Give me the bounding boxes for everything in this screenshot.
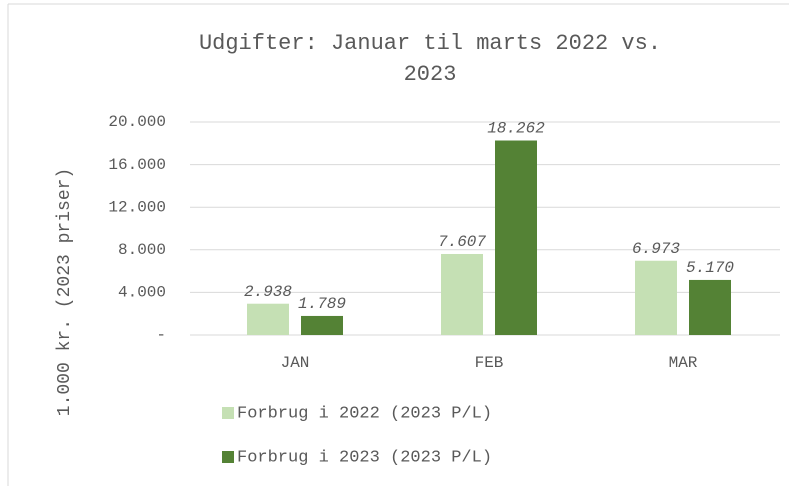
legend-swatch — [222, 451, 234, 463]
y-tick-label: 20.000 — [108, 113, 166, 131]
y-tick-label: 4.000 — [118, 284, 166, 302]
legend-swatch — [222, 407, 234, 419]
x-tick-label: FEB — [475, 354, 504, 372]
bar — [635, 260, 677, 335]
data-label: 5.170 — [686, 259, 734, 277]
data-label: 18.262 — [487, 120, 545, 138]
x-tick-label: MAR — [669, 354, 698, 372]
legend-label: Forbrug i 2022 (2023 P/L) — [237, 404, 492, 423]
bar — [441, 253, 483, 335]
x-tick-label: JAN — [281, 354, 310, 372]
y-tick-label: 16.000 — [108, 156, 166, 174]
data-label: 2.938 — [244, 283, 292, 301]
data-label: 6.973 — [632, 240, 680, 258]
y-tick-label: - — [156, 326, 166, 344]
legend-label: Forbrug i 2023 (2023 P/L) — [237, 448, 492, 467]
y-tick-label: 8.000 — [118, 241, 166, 259]
data-label: 7.607 — [438, 233, 486, 251]
data-label: 1.789 — [298, 295, 346, 313]
y-tick-label: 12.000 — [108, 198, 166, 216]
bar — [247, 303, 289, 335]
bar — [301, 315, 343, 335]
y-axis-label: 1.000 kr. (2023 priser) — [55, 168, 75, 416]
bar — [495, 140, 537, 335]
bar — [689, 279, 731, 335]
chart-title: Udgifter: Januar til marts 2022 vs. 2023 — [198, 31, 662, 87]
